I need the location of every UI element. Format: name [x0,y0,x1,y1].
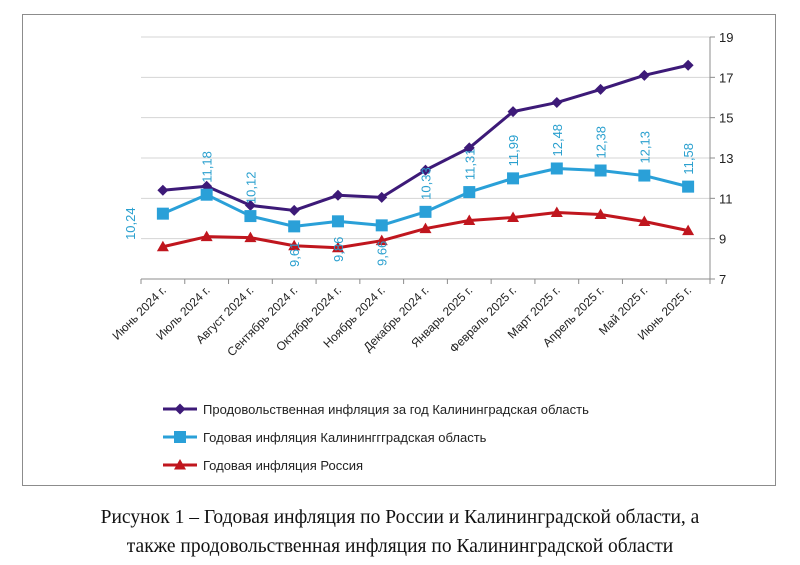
food-inflation-kaliningrad-point [682,59,694,71]
data-label: 9,61 [287,242,302,267]
annual-inflation-russia-point [594,208,607,219]
data-label: 11,58 [681,143,696,175]
annual-inflation-russia-point [419,222,432,234]
food-inflation-kaliningrad-point [638,69,650,81]
food-inflation-kaliningrad-point [288,204,300,216]
y-tick-label: 9 [719,232,726,247]
annual-inflation-russia-point [200,230,213,242]
legend-marker [174,431,186,443]
figure-caption: Рисунок 1 – Годовая инфляция по России и… [0,503,800,561]
food-inflation-kaliningrad-point [157,184,169,196]
food-inflation-kaliningrad-point [507,106,519,118]
annual-inflation-kaliningrad-point [244,210,257,223]
caption-line-2: также продовольственная инфляция по Кали… [126,536,674,557]
data-label: 9,66 [375,241,390,266]
y-tick-label: 15 [719,111,733,126]
data-label: 11,18 [200,151,215,183]
annual-inflation-kaliningrad-point [594,164,607,177]
y-tick-label: 7 [719,272,726,287]
data-label: 12,38 [594,126,609,159]
annual-inflation-kaliningrad-point [638,169,651,182]
annual-inflation-kaliningrad-point [507,172,520,185]
annual-inflation-kaliningrad-point [288,220,301,233]
chart-frame: 7 9 11 13 15 17 19 Июнь 2024 г. Июль 2024 г. Авгу… [22,14,776,486]
annual-inflation-kaliningrad-point [550,162,563,175]
y-tick-label: 19 [719,30,733,45]
data-label: 9,86 [331,237,346,262]
annual-inflation-kaliningrad-point [419,205,432,218]
annual-inflation-kaliningrad-point [200,188,213,201]
food-inflation-kaliningrad-point [463,142,475,154]
food-inflation-kaliningrad-point [376,191,388,203]
data-label: 11,31 [462,149,477,181]
annual-inflation-russia-point [288,239,301,251]
annual-inflation-russia-point [682,224,695,236]
y-tick-label: 13 [719,151,733,166]
food-inflation-kaliningrad-point [595,83,607,95]
y-tick-label: 17 [719,70,733,85]
annual-inflation-kaliningrad-point [331,215,344,228]
annual-inflation-russia-point [331,241,344,253]
y-tick-label: 11 [719,191,733,206]
legend-label: Годовая инфляция Калининггградская облас… [203,430,487,445]
annual-inflation-russia-point [550,206,563,217]
data-label: 10,12 [243,172,258,205]
annual-inflation-kaliningrad-point [463,186,476,199]
data-label: 11,99 [506,135,521,167]
annual-inflation-russia-point [244,231,257,243]
legend-label: Годовая инфляция Россия [203,458,363,473]
food-inflation-kaliningrad-point [332,189,344,201]
food-inflation-kaliningrad-point [420,164,431,176]
food-inflation-kaliningrad-point [244,199,256,211]
data-label: 12,13 [637,131,652,164]
caption-line-1: Рисунок 1 – Годовая инфляция по России и… [100,507,700,528]
annual-inflation-russia-point [463,214,476,226]
legend-marker [174,403,186,415]
annual-inflation-russia-point [507,211,520,222]
data-label: 10,24 [123,207,138,240]
annual-inflation-kaliningrad-point [156,207,169,220]
annual-inflation-russia-point [638,215,651,227]
annual-inflation-russia-point [375,234,388,246]
legend-label: Продовольственная инфляция за год Калини… [203,402,589,417]
annual-inflation-kaliningrad-point [375,219,388,232]
data-label: 12,48 [550,124,565,157]
legend-marker [174,459,186,470]
food-inflation-kaliningrad-point [551,97,563,109]
annual-inflation-kaliningrad-point [682,180,695,193]
data-label: 10,33 [419,167,434,200]
annual-inflation-russia-point [156,240,169,252]
